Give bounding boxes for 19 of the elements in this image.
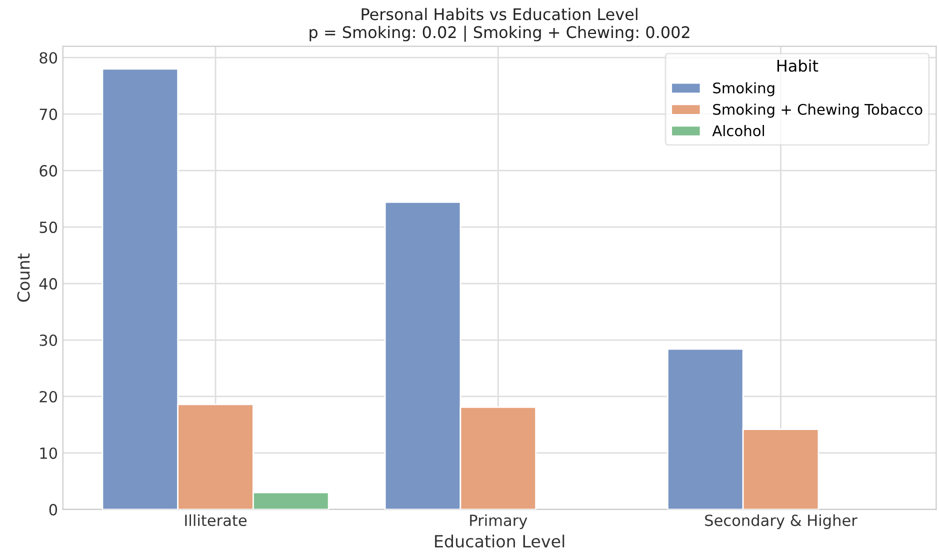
x-tick-label: Secondary & Higher: [705, 514, 858, 530]
y-tick-label: 20: [40, 390, 58, 403]
legend-label: Smoking: [713, 82, 774, 96]
x-axis-title: Education Level: [435, 534, 564, 548]
legend-title: Habit: [777, 59, 818, 72]
chart-title: Personal Habits vs Education Level p = Smoking: 0.02 | Smoking + Chewing: 0.002: [310, 8, 690, 42]
y-tick-label: 30: [40, 334, 58, 346]
y-tick-label: 0: [49, 504, 58, 516]
legend-label: Alcohol: [712, 125, 764, 136]
x-tick-label: Illiterate: [185, 514, 247, 526]
y-tick-label: 60: [40, 165, 58, 177]
y-tick-label: 80: [40, 52, 58, 64]
y-axis-title: Count: [17, 254, 30, 302]
y-tick-label: 40: [39, 278, 58, 290]
y-tick-label: 10: [40, 447, 58, 459]
x-tick-label: Primary: [470, 514, 528, 530]
y-tick-label: 50: [40, 222, 58, 234]
y-tick-label: 70: [40, 108, 58, 120]
legend-label: Smoking + Chewing Tobacco: [713, 104, 922, 118]
